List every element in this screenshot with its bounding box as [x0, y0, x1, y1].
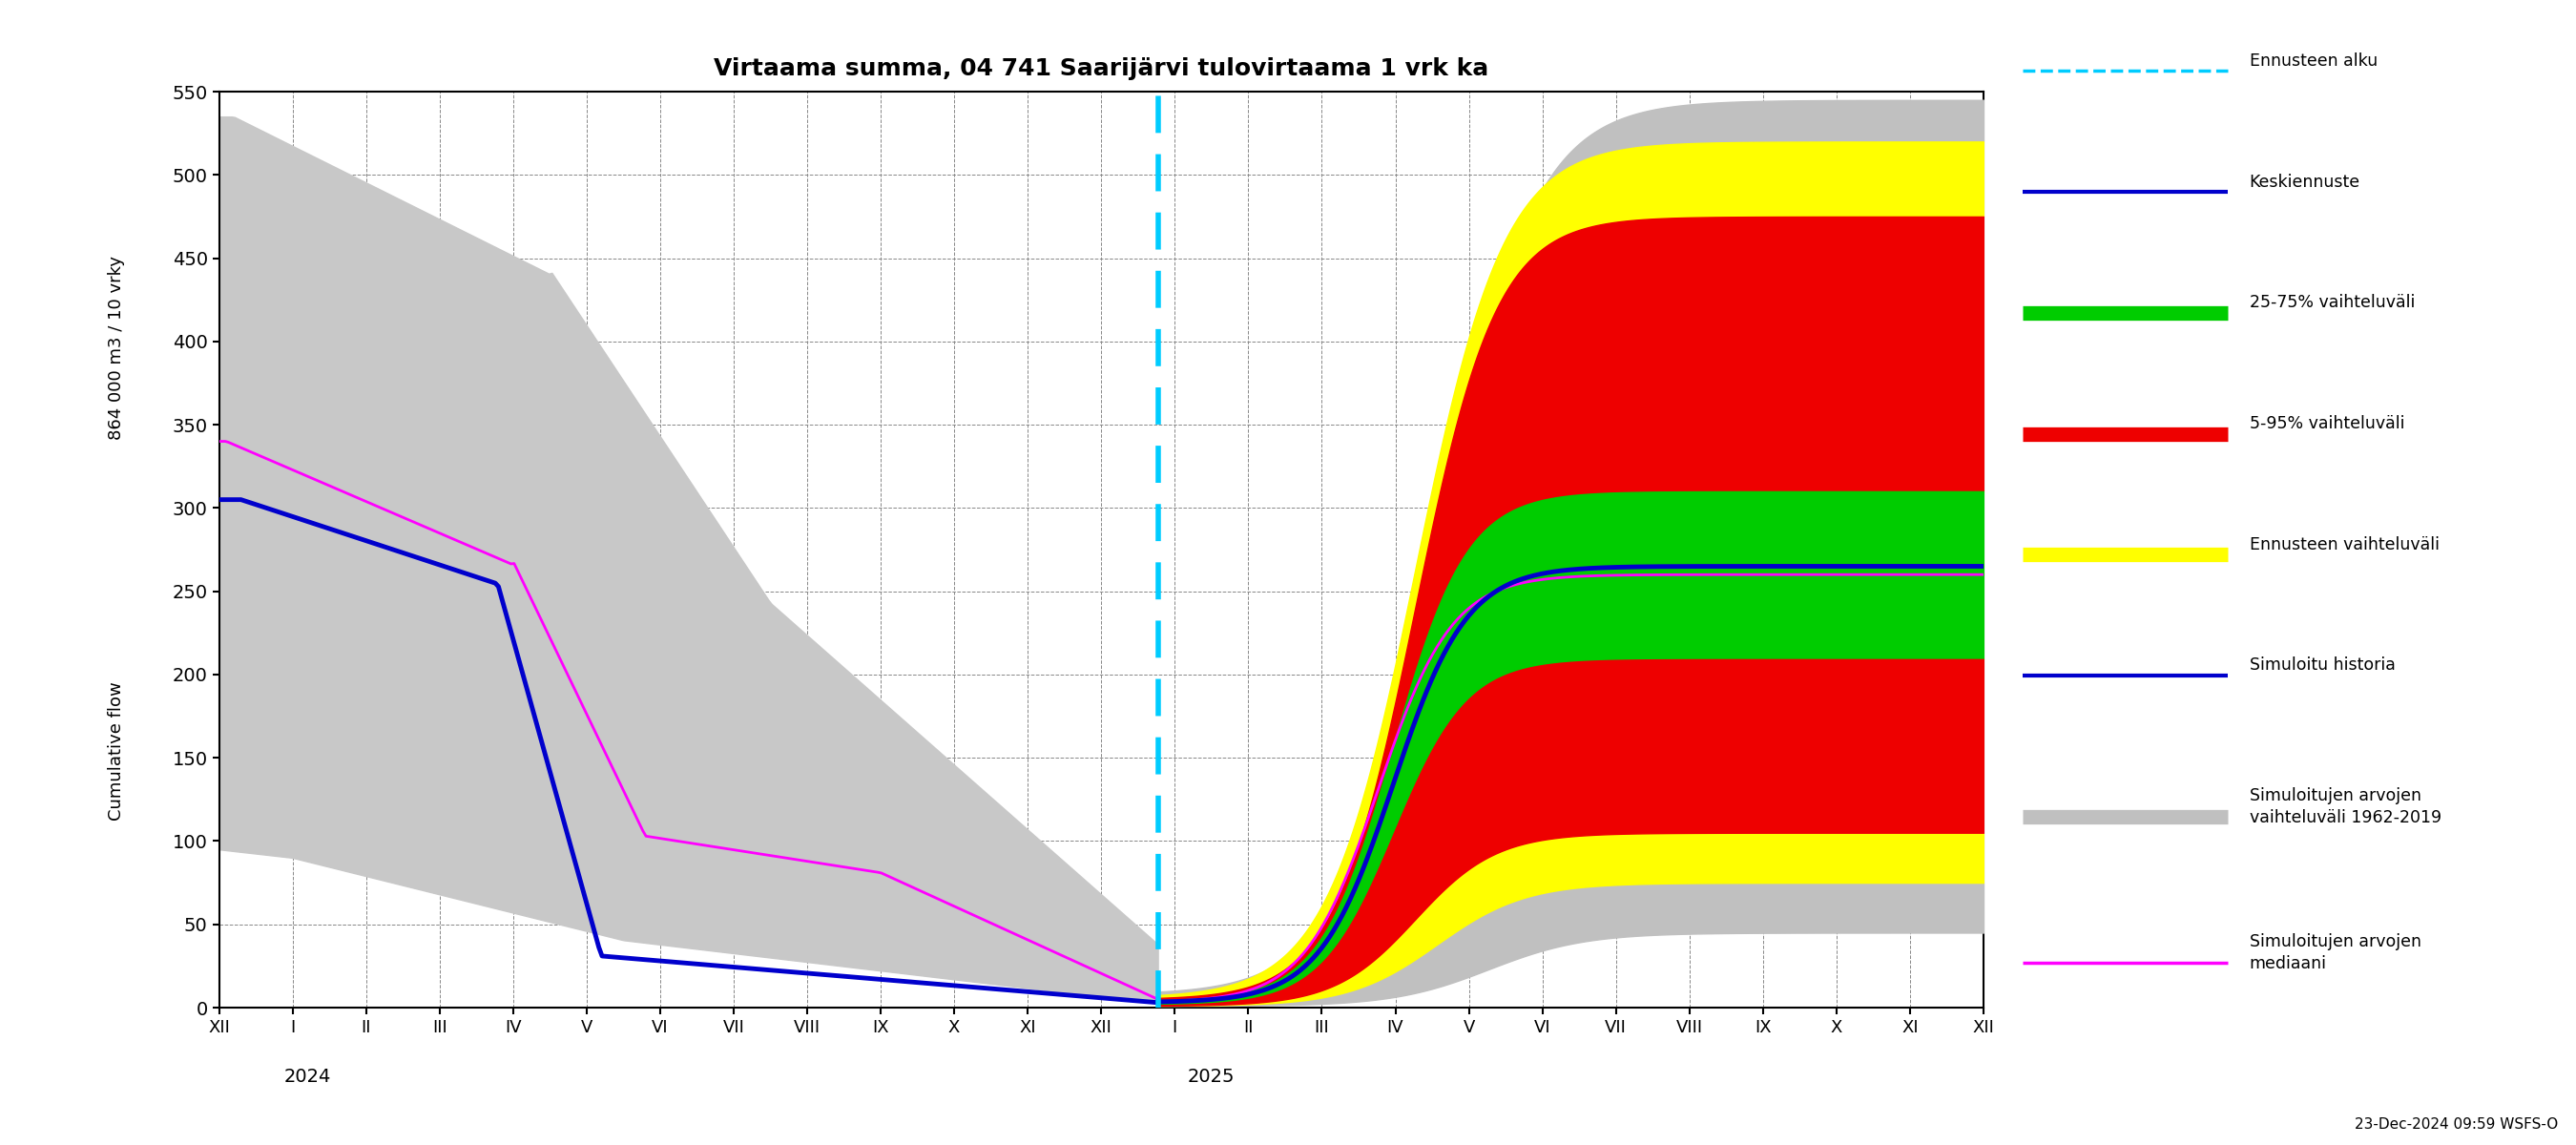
Text: 2024: 2024	[283, 1067, 330, 1085]
Text: 864 000 m3 / 10 vrky: 864 000 m3 / 10 vrky	[108, 256, 126, 440]
Text: Ennusteen vaihteluväli: Ennusteen vaihteluväli	[2249, 536, 2439, 553]
Text: Simuloitujen arvojen
vaihteluväli 1962-2019: Simuloitujen arvojen vaihteluväli 1962-2…	[2249, 787, 2442, 826]
Text: Simuloitujen arvojen
mediaani: Simuloitujen arvojen mediaani	[2249, 933, 2421, 972]
Text: 2025: 2025	[1188, 1067, 1234, 1085]
Text: Ennusteen alku: Ennusteen alku	[2249, 53, 2378, 70]
Title: Virtaama summa, 04 741 Saarijärvi tulovirtaama 1 vrk ka: Virtaama summa, 04 741 Saarijärvi tulovi…	[714, 57, 1489, 80]
Text: Keskiennuste: Keskiennuste	[2249, 173, 2360, 190]
Text: 25-75% vaihteluväli: 25-75% vaihteluväli	[2249, 294, 2414, 311]
Text: 23-Dec-2024 09:59 WSFS-O: 23-Dec-2024 09:59 WSFS-O	[2354, 1118, 2558, 1131]
Text: 5-95% vaihteluväli: 5-95% vaihteluväli	[2249, 414, 2403, 432]
Text: Simuloitu historia: Simuloitu historia	[2249, 657, 2396, 674]
Text: Cumulative flow: Cumulative flow	[108, 681, 126, 821]
